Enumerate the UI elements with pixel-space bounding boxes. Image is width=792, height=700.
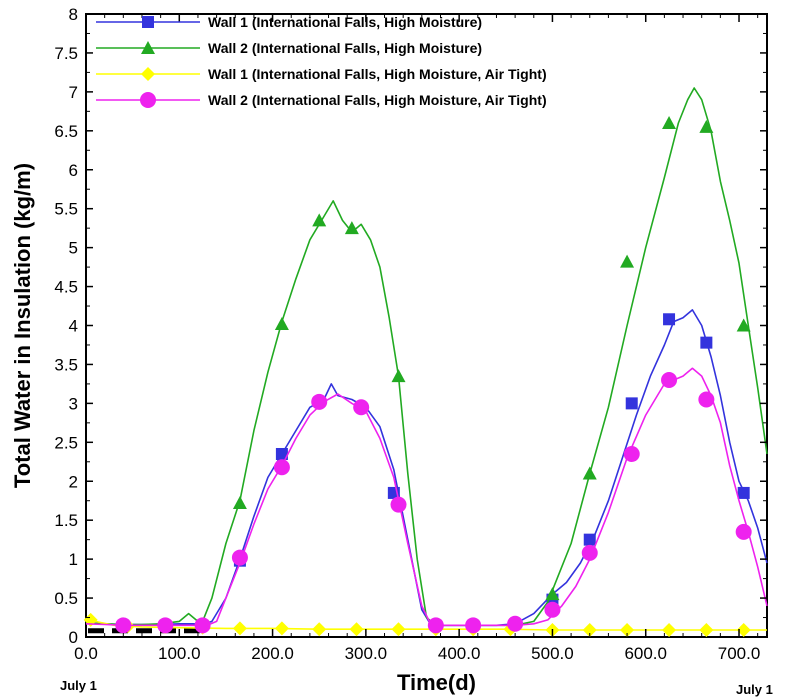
marker-diamond xyxy=(582,622,597,637)
marker-diamond xyxy=(349,622,364,637)
marker-circle xyxy=(353,399,370,416)
marker-diamond xyxy=(232,621,247,636)
marker-circle xyxy=(140,92,156,108)
y-tick-label: 4 xyxy=(69,317,78,336)
x-tick-label: 700.0 xyxy=(718,644,761,663)
series-2 xyxy=(85,87,768,627)
marker-circle xyxy=(194,617,211,634)
marker-diamond xyxy=(699,622,714,637)
marker-triangle xyxy=(582,466,597,480)
legend-item-4: Wall 2 (International Falls, High Moistu… xyxy=(96,92,547,108)
marker-diamond xyxy=(391,622,406,637)
marker-square xyxy=(663,313,676,326)
y-tick-label: 0 xyxy=(69,628,78,647)
series-layer xyxy=(83,87,768,637)
y-tick-label: 2.5 xyxy=(54,433,78,452)
x-tick-label: 500.0 xyxy=(531,644,574,663)
y-tick-label: 5.5 xyxy=(54,200,78,219)
plot-area xyxy=(85,13,768,638)
y-tick-label: 8 xyxy=(69,5,78,24)
marker-square xyxy=(583,533,596,546)
marker-circle xyxy=(465,617,482,634)
marker-diamond xyxy=(662,622,677,637)
y-axis-title: Total Water in Insulation (kg/m) xyxy=(10,163,35,488)
y-tick-label: 6.5 xyxy=(54,122,78,141)
marker-triangle xyxy=(232,496,247,510)
marker-square xyxy=(142,16,154,28)
legend-item-1: Wall 1 (International Falls, High Moistu… xyxy=(96,14,482,30)
marker-circle xyxy=(427,617,444,634)
y-tick-label: 4.5 xyxy=(54,278,78,297)
marker-triangle xyxy=(391,369,406,383)
plot-frame xyxy=(85,13,768,638)
marker-triangle xyxy=(662,116,677,130)
marker-circle xyxy=(544,601,561,618)
series-line-3 xyxy=(85,616,767,631)
legend-item-3: Wall 1 (International Falls, High Moistu… xyxy=(96,66,547,82)
marker-diamond xyxy=(141,67,155,81)
series-4 xyxy=(85,367,768,634)
marker-circle xyxy=(581,544,598,561)
y-tick-label: 3.5 xyxy=(54,355,78,374)
marker-circle xyxy=(157,617,174,634)
marker-circle xyxy=(311,393,328,410)
marker-triangle xyxy=(736,318,751,332)
marker-triangle xyxy=(141,41,155,54)
marker-triangle xyxy=(620,254,635,268)
marker-square xyxy=(700,336,713,349)
marker-circle xyxy=(273,459,290,476)
marker-circle xyxy=(115,617,132,634)
y-tick-label: 7.5 xyxy=(54,44,78,63)
y-tick-label: 1 xyxy=(69,550,78,569)
legend-item-2: Wall 2 (International Falls, High Moistu… xyxy=(96,40,482,56)
marker-circle xyxy=(390,496,407,513)
x-tick-label: 300.0 xyxy=(345,644,388,663)
axes-layer: 0 0.5 1 1.5 2 2.5 3 3.5 4 4.5 5 5.5 6 6.5 7 7.5 8 0.0 100.… xyxy=(54,5,767,663)
y-tick-label: 1.5 xyxy=(54,511,78,530)
marker-triangle xyxy=(312,213,327,227)
x-tick-label: 0.0 xyxy=(74,644,98,663)
marker-diamond xyxy=(736,622,751,637)
marker-square xyxy=(275,447,288,460)
marker-diamond xyxy=(620,622,635,637)
y-tick-label: 5 xyxy=(69,239,78,258)
y-tick-label: 0.5 xyxy=(54,589,78,608)
marker-diamond xyxy=(312,622,327,637)
end-date-label: July 1 xyxy=(736,682,773,697)
x-axis-title: Time(d) xyxy=(397,670,476,695)
marker-square xyxy=(625,397,638,410)
start-date-label: July 1 xyxy=(60,678,97,693)
marker-circle xyxy=(661,372,678,389)
marker-circle xyxy=(231,549,248,566)
marker-triangle xyxy=(699,119,714,133)
marker-circle xyxy=(698,391,715,408)
marker-diamond xyxy=(274,621,289,636)
legend: Wall 1 (International Falls, High Moistu… xyxy=(96,14,547,108)
y-tick-label: 3 xyxy=(69,394,78,413)
y-tick-label: 2 xyxy=(69,472,78,491)
marker-triangle xyxy=(545,587,560,601)
y-tick-label: 7 xyxy=(69,83,78,102)
marker-triangle xyxy=(274,316,289,330)
legend-label: Wall 1 (International Falls, High Moistu… xyxy=(208,14,482,30)
y-tick-label: 6 xyxy=(69,161,78,180)
x-tick-label: 600.0 xyxy=(624,644,667,663)
marker-circle xyxy=(507,615,524,632)
marker-square xyxy=(737,486,750,499)
x-tick-label: 100.0 xyxy=(158,644,201,663)
legend-label: Wall 2 (International Falls, High Moistu… xyxy=(208,92,547,108)
legend-label: Wall 1 (International Falls, High Moistu… xyxy=(208,66,547,82)
x-tick-label: 200.0 xyxy=(251,644,294,663)
legend-label: Wall 2 (International Falls, High Moistu… xyxy=(208,40,482,56)
x-tick-label: 400.0 xyxy=(438,644,481,663)
marker-circle xyxy=(735,523,752,540)
marker-triangle xyxy=(344,221,359,235)
marker-circle xyxy=(623,445,640,462)
series-line-2 xyxy=(85,87,768,627)
